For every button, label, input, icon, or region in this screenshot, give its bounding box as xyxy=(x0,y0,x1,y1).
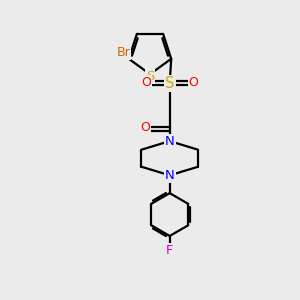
Text: S: S xyxy=(146,70,154,83)
Text: O: O xyxy=(141,76,151,89)
Text: Br: Br xyxy=(117,46,130,59)
Text: F: F xyxy=(166,244,173,257)
Text: O: O xyxy=(140,121,150,134)
Text: S: S xyxy=(165,76,174,91)
Text: N: N xyxy=(165,169,175,182)
Text: N: N xyxy=(165,135,175,148)
Text: O: O xyxy=(189,76,198,89)
